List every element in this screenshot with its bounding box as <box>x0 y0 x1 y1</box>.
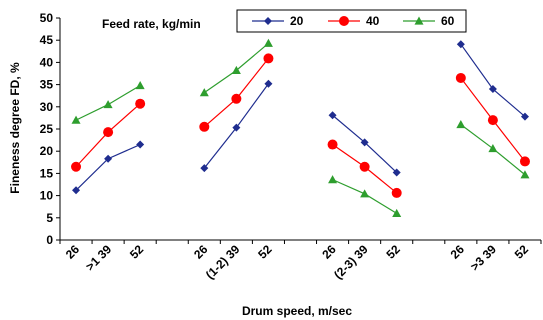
legend-label: 60 <box>441 14 455 28</box>
data-point-diamond <box>456 40 465 49</box>
data-point-triangle <box>456 120 466 129</box>
data-point-triangle <box>328 175 338 184</box>
data-point-circle <box>359 161 370 172</box>
data-point-triangle <box>231 65 241 74</box>
series-60 <box>71 38 530 217</box>
data-point-diamond <box>264 17 272 25</box>
data-point-triangle <box>360 189 370 198</box>
y-tick-label: 30 <box>40 100 54 114</box>
data-point-triangle <box>488 144 498 153</box>
data-point-circle <box>231 93 242 104</box>
data-point-diamond <box>520 112 529 121</box>
series-line <box>75 143 141 191</box>
data-point-circle <box>327 139 338 150</box>
y-axis-title: Fineness degree FD, % <box>8 62 22 194</box>
y-tick-label: 0 <box>46 233 53 247</box>
data-point-triangle <box>103 100 113 109</box>
data-point-triangle <box>392 208 402 217</box>
data-point-diamond <box>136 140 145 149</box>
y-tick-label: 20 <box>40 144 54 158</box>
data-point-circle <box>103 127 114 138</box>
data-point-triangle <box>414 16 424 25</box>
y-tick-label: 50 <box>40 11 54 25</box>
axes: 0 5 10 15 20 25 30 35 40 45 50 <box>40 11 542 247</box>
data-point-circle <box>135 98 146 109</box>
data-point-circle <box>199 121 210 132</box>
data-point-diamond <box>360 138 369 147</box>
data-point-diamond <box>200 164 209 173</box>
y-tick-label: 35 <box>40 78 54 92</box>
data-point-diamond <box>232 123 241 132</box>
x-tick-labels: 26 >1 39 52 26(1-2) 39 52 26(2-3) 39 52 26 >3 39… <box>63 242 532 282</box>
x-tick-label: 52 <box>127 242 147 262</box>
data-point-triangle <box>199 88 209 97</box>
y-tick-label: 25 <box>40 122 54 136</box>
x-tick-label: 52 <box>383 242 403 262</box>
series-layer <box>71 38 530 217</box>
x-tick-label: (1-2) 39 <box>203 242 243 282</box>
data-point-circle <box>339 16 349 26</box>
x-tick-label: 26 <box>191 242 211 262</box>
series-20 <box>72 40 529 195</box>
legend-title: Feed rate, kg/min <box>102 17 201 31</box>
x-tick-label: 52 <box>255 242 275 262</box>
y-tick-label: 45 <box>40 33 54 47</box>
x-tick-label: 26 <box>319 242 339 262</box>
data-point-circle <box>519 156 530 167</box>
series-line <box>460 43 526 118</box>
data-point-triangle <box>135 80 145 90</box>
y-tick-label: 15 <box>40 166 54 180</box>
data-point-diamond <box>392 168 401 177</box>
y-tick-label: 10 <box>40 189 54 203</box>
data-point-triangle <box>263 38 273 47</box>
y-tick-label: 40 <box>40 55 54 69</box>
data-point-diamond <box>488 85 497 94</box>
data-point-circle <box>71 161 82 172</box>
data-point-triangle <box>71 115 81 124</box>
data-point-diamond <box>264 79 273 88</box>
data-point-circle <box>391 187 402 198</box>
legend: 20 40 60 <box>236 9 467 33</box>
x-tick-label: 52 <box>512 242 532 262</box>
x-tick-label: (2-3) 39 <box>331 242 371 282</box>
x-axis-title: Drum speed, m/sec <box>242 304 352 318</box>
data-point-circle <box>263 53 274 64</box>
data-point-circle <box>487 115 498 126</box>
data-point-circle <box>455 72 466 83</box>
data-point-triangle <box>520 170 530 179</box>
legend-label: 40 <box>366 14 380 28</box>
series-40 <box>71 53 530 198</box>
y-tick-label: 5 <box>46 211 53 225</box>
data-point-diamond <box>72 186 81 195</box>
x-tick-label: >3 39 <box>468 242 500 274</box>
x-tick-label: 26 <box>63 242 83 262</box>
data-point-diamond <box>104 154 113 163</box>
data-point-diamond <box>328 111 337 120</box>
x-tick-label: >1 39 <box>83 242 115 274</box>
legend-label: 20 <box>290 14 304 28</box>
x-tick-label: 26 <box>448 242 468 262</box>
